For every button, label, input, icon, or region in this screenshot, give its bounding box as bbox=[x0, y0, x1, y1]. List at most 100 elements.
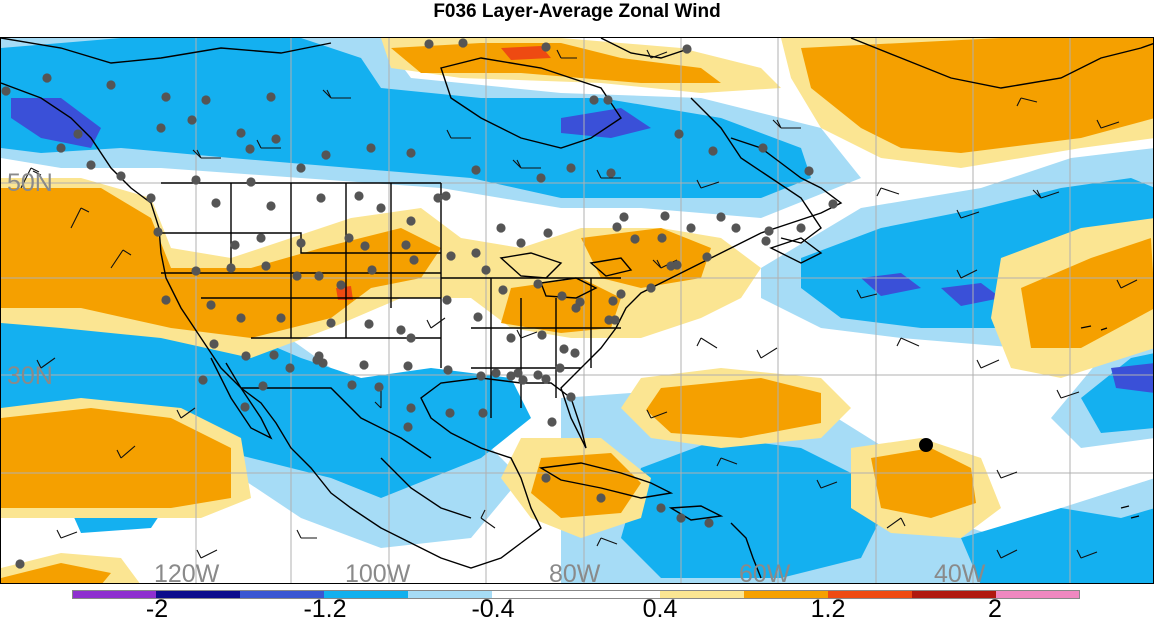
chart-title: F036 Layer-Average Zonal Wind bbox=[433, 1, 721, 22]
station-dot bbox=[476, 371, 486, 381]
station-dot bbox=[258, 381, 268, 391]
colorbar-segment bbox=[660, 590, 745, 599]
station-dot bbox=[269, 350, 279, 360]
lat-lon-gridlines bbox=[1, 38, 1153, 583]
colorbar-border bbox=[72, 590, 1080, 599]
station-dot bbox=[360, 241, 370, 251]
station-dot bbox=[702, 252, 712, 262]
station-dot bbox=[657, 233, 667, 243]
lon-label-60w: 60W bbox=[739, 560, 791, 584]
station-dot bbox=[245, 144, 255, 154]
station-dot bbox=[106, 80, 116, 90]
station-dot bbox=[445, 408, 455, 418]
colorbar-label-pos1-2: 1.2 bbox=[810, 595, 846, 623]
station-dot bbox=[240, 402, 250, 412]
station-dot bbox=[236, 128, 246, 138]
station-dot bbox=[606, 168, 616, 178]
station-dot bbox=[336, 280, 346, 290]
colorbar-label-neg2: -2 bbox=[145, 595, 169, 623]
station-dot bbox=[116, 171, 126, 181]
station-dot bbox=[478, 408, 488, 418]
station-dot bbox=[471, 248, 481, 258]
station-dot bbox=[731, 223, 741, 233]
station-dot bbox=[533, 279, 543, 289]
station-dot bbox=[516, 238, 526, 248]
station-dot bbox=[226, 263, 236, 273]
station-dot bbox=[409, 255, 419, 265]
station-dot bbox=[481, 265, 491, 275]
station-dot bbox=[201, 95, 211, 105]
station-dot bbox=[571, 303, 581, 313]
station-dot bbox=[513, 368, 523, 378]
station-dot bbox=[261, 261, 271, 271]
colorbar bbox=[72, 590, 1080, 599]
station-dot bbox=[401, 240, 411, 250]
field-positive-region bbox=[871, 448, 976, 518]
station-dot bbox=[708, 146, 718, 156]
station-dot bbox=[473, 312, 483, 322]
station-dot bbox=[446, 251, 456, 261]
station-dot bbox=[406, 403, 416, 413]
colorbar-segment bbox=[408, 590, 493, 599]
station-dot bbox=[619, 212, 629, 222]
colorbar-segment bbox=[996, 590, 1080, 599]
station-dot bbox=[406, 333, 416, 343]
field-positive-region bbox=[646, 378, 821, 438]
field-positive-region bbox=[1, 188, 441, 338]
station-dot bbox=[153, 227, 163, 237]
station-dot bbox=[441, 191, 451, 201]
station-dot bbox=[676, 513, 686, 523]
field-positive-region bbox=[1021, 238, 1153, 348]
station-dot bbox=[764, 226, 774, 236]
station-dot bbox=[716, 212, 726, 222]
field-negative-region bbox=[961, 508, 1153, 583]
colorbar-label-neg1-2: -1.2 bbox=[303, 595, 347, 623]
zonal-wind-map: 50N 30N 120W 100W 80W 60W 40W bbox=[1, 38, 1153, 584]
station-dot bbox=[406, 216, 416, 226]
station-dot bbox=[506, 371, 516, 381]
station-dot bbox=[424, 39, 434, 49]
station-dot bbox=[156, 123, 166, 133]
colorbar-label-neg0-4: -0.4 bbox=[471, 595, 515, 623]
station-dot bbox=[506, 333, 516, 343]
lon-label-40w: 40W bbox=[934, 560, 986, 584]
station-dot bbox=[271, 134, 281, 144]
station-dot bbox=[761, 236, 771, 246]
wind-field-contours bbox=[1, 38, 1153, 583]
station-dot bbox=[536, 173, 546, 183]
station-dot bbox=[518, 375, 528, 385]
station-dot bbox=[682, 44, 692, 54]
station-dot bbox=[374, 382, 384, 392]
station-dot bbox=[321, 150, 331, 160]
station-dot bbox=[589, 95, 599, 105]
colorbar-segment bbox=[828, 590, 913, 599]
field-negative-region bbox=[1, 38, 811, 198]
station-dot bbox=[555, 363, 565, 373]
station-dot bbox=[292, 271, 302, 281]
highlighted-station-marker bbox=[919, 438, 933, 452]
station-dot bbox=[364, 319, 374, 329]
station-dot bbox=[543, 228, 553, 238]
station-dot bbox=[161, 92, 171, 102]
station-dot bbox=[537, 330, 547, 340]
station-dot bbox=[206, 300, 216, 310]
station-dot bbox=[458, 38, 468, 48]
station-dot bbox=[616, 289, 626, 299]
colorbar-label-pos2: 2 bbox=[988, 595, 1002, 623]
station-dot bbox=[209, 339, 219, 349]
wind-barbs bbox=[20, 49, 1138, 559]
lon-label-120w: 120W bbox=[154, 560, 220, 584]
station-dot bbox=[347, 380, 357, 390]
station-dot bbox=[146, 193, 156, 203]
colorbar-segment bbox=[324, 590, 409, 599]
station-dot bbox=[73, 129, 83, 139]
lat-label-30n: 30N bbox=[7, 362, 53, 390]
lon-label-80w: 80W bbox=[549, 560, 601, 584]
field-positive-region bbox=[1, 408, 231, 508]
station-dot bbox=[241, 351, 251, 361]
station-dot bbox=[630, 234, 640, 244]
station-dot bbox=[56, 143, 66, 153]
station-dot bbox=[276, 313, 286, 323]
station-dot bbox=[344, 233, 354, 243]
station-dot bbox=[236, 313, 246, 323]
